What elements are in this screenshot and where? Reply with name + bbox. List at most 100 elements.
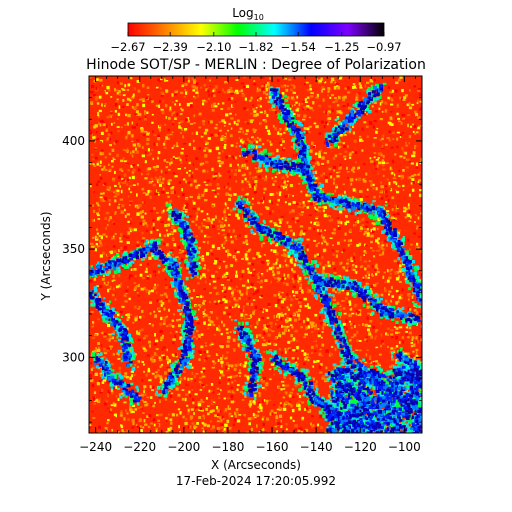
heatmap-cell: [280, 216, 284, 218]
heatmap-cell: [246, 182, 249, 185]
heatmap-cell: [302, 268, 305, 271]
heatmap-cell: [294, 276, 297, 280]
heatmap-cell: [292, 312, 295, 316]
heatmap-cell: [193, 412, 195, 415]
heatmap-cell: [269, 321, 273, 325]
heatmap-cell: [111, 165, 114, 168]
heatmap-cell: [292, 90, 295, 93]
heatmap-cell: [304, 106, 307, 110]
heatmap-cell: [334, 80, 337, 82]
heatmap-cell: [199, 204, 202, 207]
heatmap-cell: [342, 185, 346, 188]
heatmap-cell: [329, 237, 333, 239]
heatmap-cell: [395, 188, 397, 192]
heatmap-cell: [152, 270, 157, 273]
heatmap-cell: [118, 353, 120, 356]
heatmap-cell: [321, 375, 325, 378]
heatmap-cell: [133, 353, 137, 356]
heatmap-cell: [108, 199, 112, 202]
heatmap-cell: [179, 103, 181, 106]
heatmap-cell: [146, 82, 149, 85]
heatmap-cell: [168, 167, 172, 169]
heatmap-cell: [387, 302, 390, 306]
heatmap-cell: [236, 303, 239, 306]
heatmap-cell: [372, 230, 375, 234]
heatmap-cell: [184, 161, 186, 164]
heatmap-cell: [190, 231, 194, 233]
heatmap-cell: [227, 390, 231, 393]
heatmap-cell: [358, 125, 361, 128]
heatmap-cell: [411, 296, 414, 299]
heatmap-cell: [117, 398, 120, 401]
heatmap-cell: [269, 108, 273, 111]
heatmap-cell: [312, 365, 315, 368]
heatmap-cell: [144, 111, 146, 115]
heatmap-cell: [212, 278, 216, 282]
heatmap-cell: [181, 193, 185, 197]
heatmap-cell: [99, 243, 103, 247]
heatmap-cell: [189, 363, 192, 365]
heatmap-cell: [173, 243, 177, 247]
heatmap-cell: [285, 347, 289, 352]
heatmap-cell: [332, 288, 335, 292]
heatmap-cell: [189, 215, 193, 218]
heatmap-cell: [247, 303, 249, 306]
heatmap-cell: [126, 313, 130, 317]
heatmap-cell: [161, 268, 165, 272]
heatmap-cell: [182, 135, 185, 139]
heatmap-cell: [178, 251, 182, 254]
heatmap-cell: [204, 140, 208, 144]
heatmap-cell: [389, 116, 393, 119]
heatmap-cell: [160, 363, 164, 367]
heatmap-cell: [192, 201, 196, 205]
heatmap-cell: [314, 382, 317, 385]
heatmap-cell: [99, 368, 102, 372]
heatmap-cell: [146, 132, 150, 134]
heatmap-cell: [385, 163, 389, 166]
heatmap-cell: [297, 324, 300, 328]
heatmap-cell: [231, 290, 235, 293]
heatmap-cell: [396, 112, 399, 116]
heatmap-cell: [154, 387, 156, 390]
heatmap-cell: [288, 78, 292, 81]
heatmap-cell: [114, 184, 117, 187]
heatmap-cell: [395, 359, 398, 362]
heatmap-cell: [160, 78, 163, 81]
heatmap-cell: [131, 170, 135, 175]
heatmap-cell: [177, 156, 181, 160]
heatmap-cell: [160, 339, 163, 342]
heatmap-cell: [418, 196, 422, 200]
heatmap-cell: [385, 201, 388, 203]
heatmap-cell: [131, 264, 134, 268]
heatmap-cell: [337, 220, 341, 224]
heatmap-cell: [394, 204, 398, 207]
heatmap-cell: [261, 343, 265, 347]
heatmap-cell: [307, 200, 311, 203]
heatmap-cell: [328, 121, 331, 125]
heatmap-cell: [292, 232, 295, 236]
heatmap-cell: [282, 185, 285, 190]
heatmap-cell: [286, 175, 289, 178]
heatmap-cell: [100, 113, 103, 117]
heatmap-cell: [240, 115, 243, 118]
heatmap-cell: [302, 118, 306, 121]
heatmap-cell: [212, 236, 215, 238]
heatmap-cell: [130, 181, 134, 185]
heatmap-cell: [258, 394, 261, 398]
heatmap-cell: [381, 163, 385, 167]
heatmap-cell: [236, 310, 239, 314]
heatmap-cell: [239, 127, 243, 131]
heatmap-cell: [130, 217, 133, 220]
heatmap-cell: [319, 371, 323, 374]
heatmap-cell: [357, 167, 359, 170]
heatmap-cell: [226, 362, 229, 366]
heatmap-cell: [343, 325, 347, 329]
heatmap-cell: [388, 290, 392, 293]
heatmap-cell: [90, 389, 93, 391]
heatmap-cell: [117, 112, 121, 116]
heatmap-cell: [217, 348, 221, 351]
heatmap-cell: [241, 385, 245, 389]
heatmap-cell: [167, 128, 170, 132]
heatmap-cell: [166, 161, 169, 163]
heatmap-cell: [96, 232, 99, 235]
